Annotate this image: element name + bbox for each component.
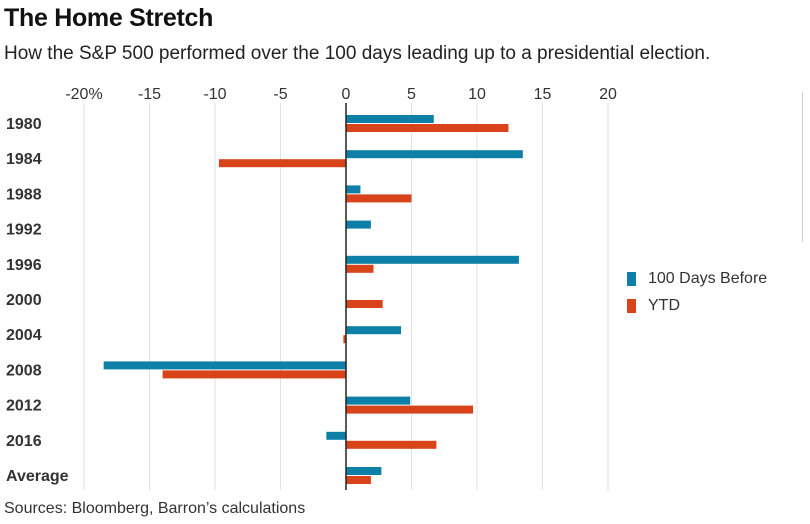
bar-ytd — [218, 159, 346, 168]
bar-100-days — [346, 115, 434, 123]
bar-ytd — [162, 370, 346, 379]
divider — [802, 92, 803, 242]
x-tick-label: 10 — [468, 86, 486, 103]
category-label: 1988 — [6, 186, 42, 203]
chart-title: The Home Stretch — [4, 4, 214, 32]
bar-100-days — [346, 467, 382, 475]
x-tick-label: 15 — [534, 86, 552, 103]
x-tick-label: -20% — [65, 86, 102, 103]
legend-label: YTD — [648, 297, 680, 314]
category-label: 2008 — [6, 362, 42, 379]
source-note: Sources: Bloomberg, Barron’s calculation… — [4, 500, 306, 517]
grid-lines — [83, 103, 609, 490]
category-label: 1992 — [6, 222, 42, 239]
bar-100-days — [346, 185, 361, 194]
category-label: 2012 — [6, 398, 42, 415]
bar-100-days — [346, 150, 523, 159]
bar-100-days — [346, 396, 411, 405]
bar-ytd — [346, 405, 474, 414]
bar-100-days — [326, 431, 346, 440]
category-label: 1984 — [6, 151, 42, 168]
bar-100-days — [346, 220, 371, 229]
x-axis-ticks: -20% -15 -10 -5 0 5 10 15 20 — [65, 86, 617, 103]
bar-ytd — [346, 300, 383, 308]
category-labels: 1980 1984 1988 1992 1996 2000 2004 2008 2012 2016… — [6, 116, 69, 485]
category-label: 1996 — [6, 257, 42, 274]
x-tick-label: -10 — [203, 86, 226, 103]
bar-ytd — [346, 264, 374, 273]
legend-swatch — [627, 272, 636, 286]
category-label: 1980 — [6, 116, 42, 133]
bar-ytd — [346, 440, 437, 449]
legend-label: 100 Days Before — [648, 270, 767, 287]
x-tick-label: 20 — [599, 86, 617, 103]
legend-swatch — [627, 299, 636, 313]
category-label: 2000 — [6, 292, 42, 309]
bar-ytd — [346, 476, 371, 484]
bars — [103, 115, 523, 484]
legend: 100 Days Before YTD — [627, 270, 767, 314]
x-tick-label: 0 — [342, 86, 351, 103]
bar-ytd — [346, 124, 509, 132]
category-label: 2004 — [6, 327, 42, 344]
category-label: Average — [6, 468, 69, 485]
x-tick-label: 5 — [407, 86, 416, 103]
chart-subtitle: How the S&P 500 performed over the 100 d… — [4, 43, 711, 64]
category-label: 2016 — [6, 433, 42, 450]
bar-ytd — [346, 194, 412, 203]
bar-ytd — [343, 335, 346, 344]
x-tick-label: -15 — [138, 86, 161, 103]
bar-100-days — [346, 255, 519, 264]
bar-100-days — [103, 361, 347, 370]
x-tick-label: -5 — [273, 86, 287, 103]
bar-100-days — [346, 326, 402, 335]
